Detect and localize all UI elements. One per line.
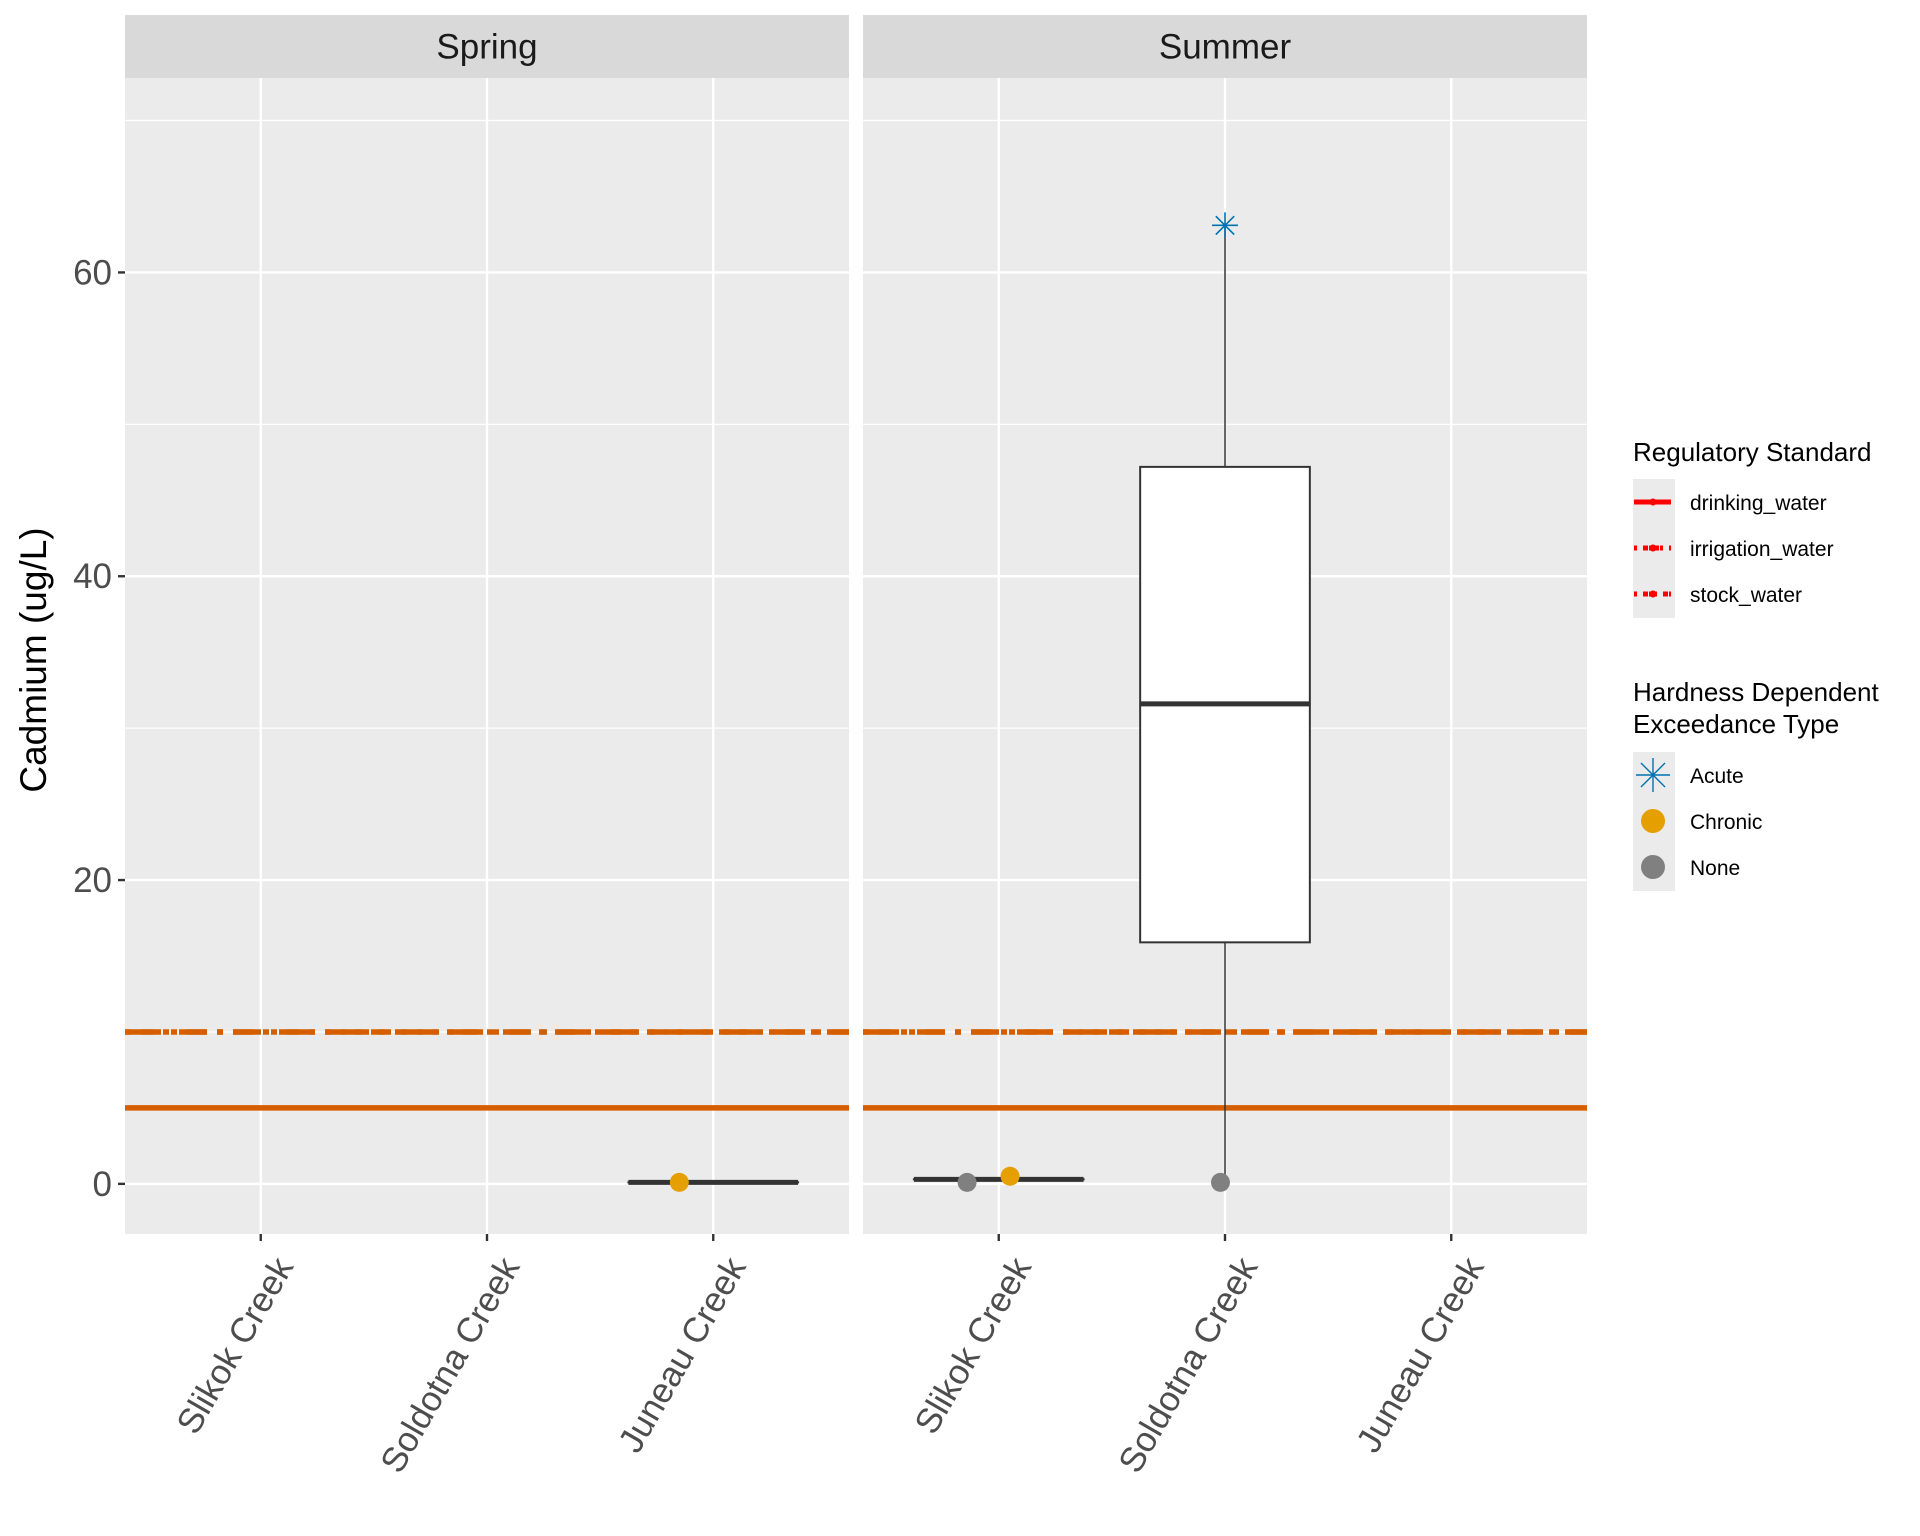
legend-regulatory-standard: Regulatory Standard drinking_waterirrigat… <box>1633 437 1871 618</box>
y-tick-label: 0 <box>93 1165 112 1204</box>
facet-strip <box>125 15 849 78</box>
facet-panel-summer: Summer Slikok Creek Soldotna Creek Juneau C… <box>863 15 1587 1479</box>
x-tick-label: Soldotna Creek <box>373 1250 528 1479</box>
asterisk-icon <box>1636 758 1670 792</box>
facet-strip <box>863 15 1587 78</box>
x-tick-label: Slikok Creek <box>907 1250 1039 1440</box>
chronic-circle-icon <box>1641 809 1665 833</box>
legend-label: Chronic <box>1690 811 1762 834</box>
y-axis-title: Cadmium (ug/L) <box>13 527 54 792</box>
data-point-chronic <box>669 1172 689 1192</box>
y-tick-label: 40 <box>73 557 112 596</box>
legend-label: stock_water <box>1690 584 1802 607</box>
data-point-none <box>1210 1172 1230 1192</box>
legend-label: None <box>1690 857 1740 880</box>
asterisk-stroke <box>1215 215 1235 236</box>
x-tick-label: Juneau Creek <box>611 1250 754 1459</box>
data-point-chronic <box>1000 1166 1020 1186</box>
legend-title-line: Exceedance Type <box>1633 709 1839 739</box>
legend-label: irrigation_water <box>1690 538 1834 561</box>
facet-panel-spring: Spring Slikok Creek Soldotna Creek Juneau C… <box>125 15 849 1479</box>
legend-label: drinking_water <box>1690 492 1827 515</box>
legend-title: Regulatory Standard <box>1633 437 1871 467</box>
facet-strip-label: Summer <box>1159 28 1292 67</box>
asterisk-stroke <box>1640 762 1666 788</box>
x-tick-label: Juneau Creek <box>1349 1250 1492 1459</box>
facet-strip-label: Spring <box>436 28 537 67</box>
x-tick-label: Slikok Creek <box>169 1250 301 1440</box>
legend-label: Acute <box>1690 765 1744 788</box>
boxplot-soldotna-creek <box>1139 225 1311 1184</box>
y-tick-label: 60 <box>73 253 112 292</box>
legend-key-dot <box>1649 544 1657 552</box>
none-circle-icon <box>1641 855 1665 879</box>
data-point-none <box>957 1172 977 1192</box>
x-tick-label: Soldotna Creek <box>1111 1250 1266 1479</box>
legend-key-dot <box>1649 498 1657 506</box>
legend-key-dot <box>1649 590 1657 598</box>
y-tick-label: 20 <box>73 861 112 900</box>
legend-title-line: Hardness Dependent <box>1633 677 1879 707</box>
data-point-acute <box>1212 212 1238 239</box>
